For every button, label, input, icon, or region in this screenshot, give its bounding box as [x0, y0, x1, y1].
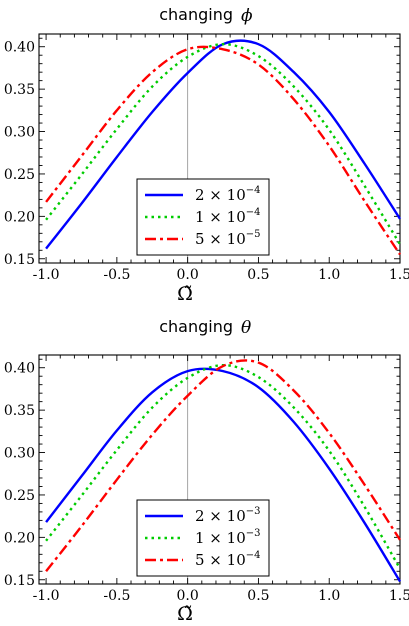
p0-series-2: [45, 45, 402, 256]
p0-legend-exponent-0: −4: [246, 185, 261, 196]
p0-legend-label-0: 2 × 10−4: [195, 185, 261, 204]
p1-series-2: [45, 359, 402, 573]
p1-y-tick-label: 0.35: [4, 403, 35, 419]
p1-y-tick-label: 0.40: [4, 361, 35, 377]
p1-legend: 2 × 10−3 1 × 10−3 5 × 10−4: [136, 499, 270, 577]
panel-phi-x-axis-label: Ω̃: [177, 283, 193, 305]
p0-legend-label-2: 5 × 10−5: [195, 229, 261, 248]
panel-theta-plot-area: -1.0 -0.5 0.0 0.5 1.0 1.5 0.15 0.20 0.25 0.30 0.35…: [4, 354, 409, 604]
p1-x-tick-label: -1.0: [33, 588, 60, 604]
p0-legend: 2 × 10−4 1 × 10−4 5 × 10−5: [136, 178, 270, 256]
p1-x-tick-label: 1.0: [318, 588, 340, 604]
panel-phi-plot-area: -1.0 -0.5 0.0 0.5 1.0 1.5 0.15 0.20 0.25 0.30 0.35…: [4, 33, 409, 283]
p1-legend-label-0: 2 × 10−3: [195, 506, 261, 525]
panel-theta-title: changing: [159, 317, 233, 336]
p0-x-tick-label: -1.0: [33, 267, 60, 283]
p1-legend-exponent-2: −4: [246, 550, 261, 561]
panel-theta-x-axis-label: Ω̃: [177, 603, 193, 625]
p0-x-tick-label: 0.5: [247, 267, 269, 283]
p0-x-tick-label: -0.5: [103, 267, 130, 283]
p0-legend-label-1: 1 × 10−4: [195, 207, 261, 226]
p1-legend-label-1: 1 × 10−3: [195, 528, 261, 547]
p0-y-tick-label: 0.15: [4, 252, 35, 268]
p0-x-tick-label: 1.5: [389, 267, 409, 283]
p0-legend-exponent-2: −5: [246, 229, 261, 240]
panel-theta-title-symbol: θ: [241, 318, 251, 338]
p1-legend-exponent-0: −3: [246, 506, 261, 517]
p0-y-tick-label: 0.30: [4, 125, 35, 141]
p1-y-tick-label: 0.20: [4, 530, 35, 546]
p0-y-tick-label: 0.25: [4, 167, 35, 183]
p0-y-tick-label: 0.35: [4, 82, 35, 98]
p0-x-tick-label: 0.0: [177, 267, 199, 283]
p1-legend-exponent-1: −3: [246, 528, 261, 539]
p0-y-tick-label: 0.20: [4, 209, 35, 225]
p0-x-tick-label: 1.0: [318, 267, 340, 283]
panel-phi-title-symbol: ϕ: [241, 6, 253, 26]
p0-series-1: [45, 42, 402, 245]
p1-x-tick-label: 1.5: [389, 588, 409, 604]
p1-x-tick-label: 0.5: [247, 588, 269, 604]
p1-x-tick-label: -0.5: [103, 588, 130, 604]
p1-y-tick-label: 0.15: [4, 573, 35, 589]
p0-legend-exponent-1: −4: [246, 207, 261, 218]
p1-series-0: [45, 367, 402, 583]
p1-legend-label-2: 5 × 10−4: [195, 550, 261, 569]
p1-x-tick-label: 0.0: [177, 588, 199, 604]
p1-y-tick-label: 0.30: [4, 446, 35, 462]
p1-y-tick-label: 0.25: [4, 488, 35, 504]
panel-phi-title: changing: [159, 5, 233, 24]
p0-y-tick-label: 0.40: [4, 40, 35, 56]
panel-phi: changing ϕ -1.0 -0.5 0.0 0.5 1.0 1.5 0.15 0.20 0…: [4, 5, 409, 305]
panel-theta: changing θ -1.0 -0.5 0.0 0.5 1.0 1.5 0.15 0.20 0…: [4, 317, 409, 625]
